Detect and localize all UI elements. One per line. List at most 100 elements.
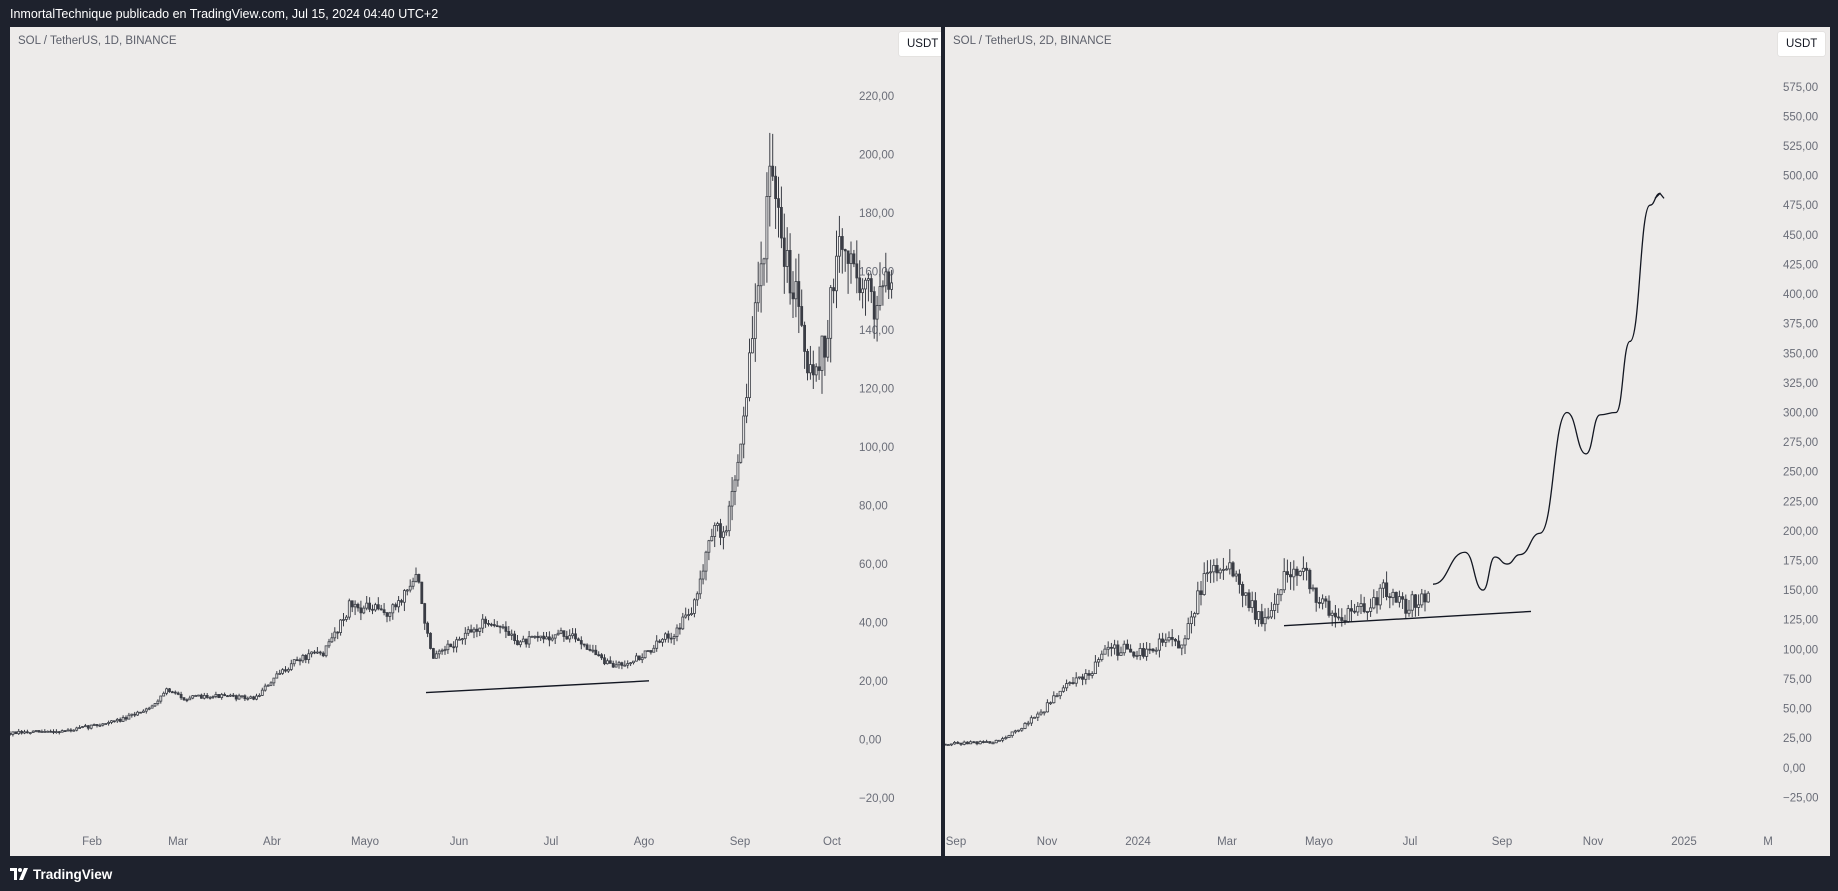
candle-body — [1410, 594, 1414, 611]
candle-body — [214, 694, 218, 697]
candle-body — [417, 574, 421, 583]
candle-body — [150, 705, 154, 709]
symbol-label: SOL / TetherUS, 2D, BINANCE — [953, 35, 1112, 47]
candle-body — [159, 695, 163, 702]
candle-body — [1301, 567, 1305, 572]
candle-body — [1196, 590, 1200, 614]
candle-body — [217, 694, 221, 698]
candle-body — [310, 651, 314, 655]
y-tick-label: 100,00 — [859, 442, 894, 454]
candle-body — [365, 602, 369, 609]
candle-body — [809, 364, 812, 374]
candle-body — [745, 397, 748, 417]
candle-body — [861, 288, 864, 294]
candle-body — [751, 338, 754, 354]
candle-body — [411, 580, 415, 587]
candle-body — [144, 708, 148, 712]
candle-body — [1385, 582, 1389, 598]
candle-body — [339, 619, 343, 633]
candle-body — [463, 632, 467, 640]
candle-body — [988, 741, 992, 744]
candle-body — [811, 364, 815, 376]
candle-body — [949, 743, 953, 746]
candle-body — [626, 663, 630, 666]
candle-body — [443, 649, 447, 652]
candle-body — [347, 600, 351, 618]
candle-body — [1129, 648, 1133, 653]
candle-body — [606, 660, 609, 665]
candle-body — [591, 649, 595, 652]
candle-body — [785, 250, 789, 267]
currency-badge[interactable]: USDT — [1778, 32, 1826, 56]
candle-body — [524, 638, 528, 645]
candle-body — [1397, 596, 1401, 603]
candle-body — [643, 650, 647, 659]
candle-body — [864, 279, 867, 290]
candle-body — [188, 697, 192, 701]
candle-body — [707, 540, 711, 553]
candle-body — [730, 490, 734, 507]
candle-body — [669, 637, 673, 640]
candle-body — [1234, 573, 1238, 577]
candle-body — [475, 628, 479, 632]
candle-body — [133, 713, 137, 716]
candle-body — [489, 623, 493, 626]
candle-body — [1221, 568, 1225, 571]
y-tick-label: 0,00 — [1783, 763, 1805, 775]
candle-body — [115, 718, 119, 722]
candle-body — [852, 253, 856, 265]
candle-body — [78, 727, 81, 729]
candle-body — [202, 695, 206, 699]
candle-body — [1116, 644, 1120, 656]
chart-canvas-right[interactable]: 575,00 550,00 525,00 500,00 475,00 450,00 425,… — [945, 27, 1830, 856]
candle-body — [556, 632, 560, 636]
candle-body — [40, 731, 44, 733]
candle-body — [278, 672, 282, 675]
candle-body — [820, 335, 824, 371]
candle-body — [359, 607, 363, 614]
candle-body — [240, 695, 244, 698]
chart-panel-right[interactable]: 575,00 550,00 525,00 500,00 475,00 450,00 425,… — [945, 27, 1830, 856]
candle-body — [1061, 687, 1065, 692]
candle-body — [156, 700, 160, 705]
y-tick-label: 300,00 — [1783, 407, 1818, 419]
candle-body — [1257, 611, 1261, 620]
candle-body — [991, 742, 995, 745]
candle-body — [748, 352, 751, 399]
candle-body — [286, 669, 290, 672]
candle-body — [1353, 610, 1357, 613]
candle-body — [1148, 648, 1152, 651]
candle-body — [513, 633, 517, 642]
candle-body — [579, 640, 583, 645]
candle-body — [1013, 730, 1017, 733]
candle-body — [356, 603, 360, 609]
candle-body — [113, 720, 116, 723]
candle-body — [223, 694, 227, 697]
candle-body — [716, 523, 719, 526]
candle-body — [1369, 607, 1373, 612]
candle-body — [1314, 587, 1318, 603]
candle-body — [562, 630, 566, 637]
candle-body — [385, 612, 389, 617]
candle-body — [553, 634, 557, 639]
candle-body — [1071, 682, 1075, 684]
candle-body — [826, 337, 830, 358]
candle-body — [72, 729, 76, 732]
candle-body — [98, 724, 102, 727]
y-tick-label: 40,00 — [859, 617, 888, 629]
candle-body — [701, 570, 705, 580]
candle-body — [336, 631, 340, 634]
chart-panel-left[interactable]: 220,00 200,00 180,00 160,00 140,00 120,00 100,… — [10, 27, 941, 856]
candle-body — [1209, 571, 1213, 574]
candle-body — [1231, 562, 1235, 577]
candle-body — [205, 695, 209, 698]
chart-canvas-left[interactable]: 220,00200,00180,00160,00140,00120,00100,… — [10, 27, 941, 856]
candle-body — [121, 717, 125, 722]
candle-body — [768, 165, 772, 197]
candle-body — [981, 741, 985, 743]
currency-badge[interactable]: USDT — [899, 32, 941, 56]
candle-body — [1077, 676, 1081, 679]
candle-body — [965, 741, 969, 745]
candle-body — [840, 236, 844, 250]
candle-body — [510, 633, 514, 636]
